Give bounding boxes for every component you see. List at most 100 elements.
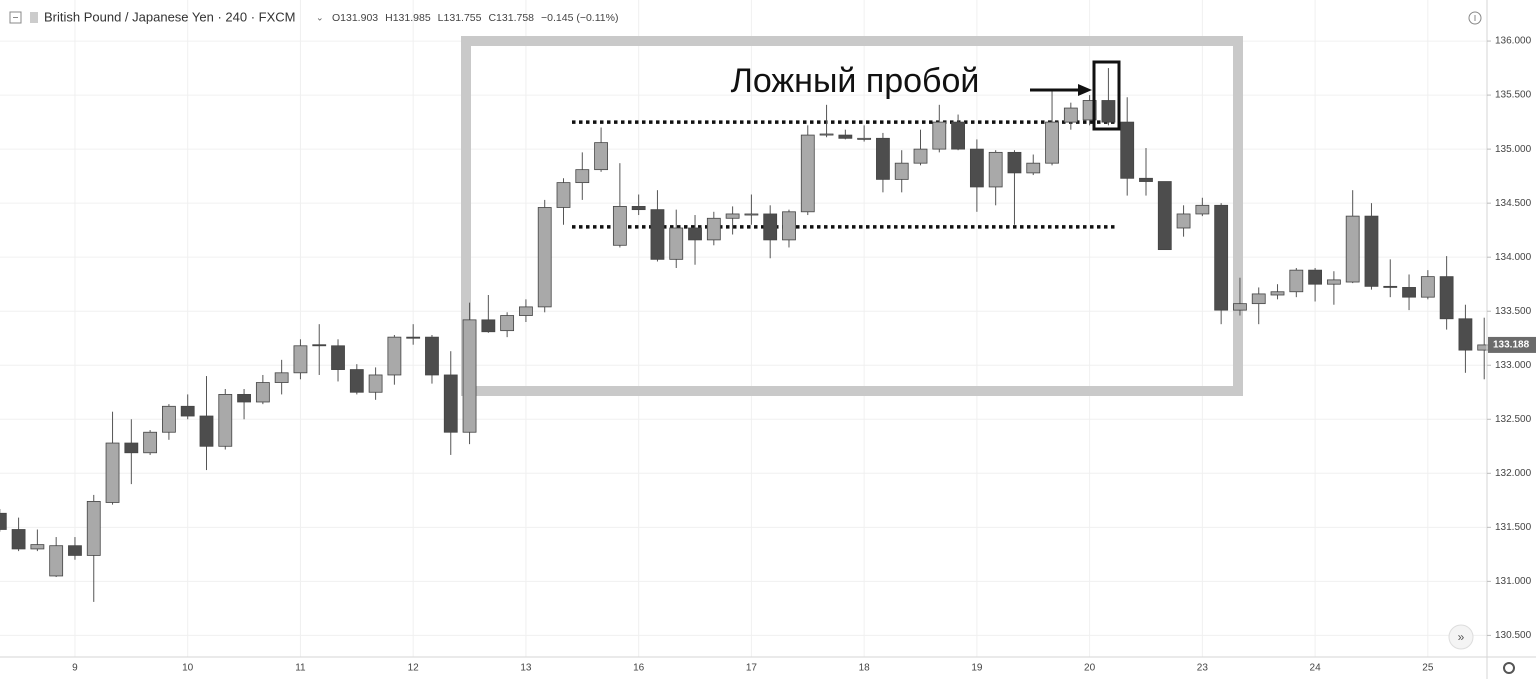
candle-body bbox=[349, 369, 364, 393]
candle-body bbox=[913, 148, 928, 164]
y-tick-label: 135.500 bbox=[1495, 90, 1532, 101]
candle-body bbox=[556, 182, 571, 208]
candle-body bbox=[1251, 293, 1266, 305]
candle-body bbox=[180, 405, 195, 417]
candle-body bbox=[725, 213, 740, 219]
dropdown-caret[interactable]: ⌄ bbox=[316, 12, 324, 22]
candle-body bbox=[1176, 213, 1191, 229]
candle-body bbox=[274, 372, 289, 383]
last-price-box bbox=[1488, 336, 1536, 353]
candle-body bbox=[49, 545, 64, 577]
candle-body bbox=[368, 374, 383, 393]
candle-body bbox=[1101, 100, 1116, 123]
candle-body bbox=[575, 169, 590, 184]
settings-button[interactable] bbox=[1503, 662, 1515, 674]
candle-body bbox=[425, 336, 439, 376]
x-tick-label: 25 bbox=[1422, 663, 1434, 674]
candle-body bbox=[237, 394, 251, 403]
candle-body bbox=[932, 121, 947, 150]
scroll-button[interactable] bbox=[1448, 624, 1474, 650]
candle-body bbox=[1214, 204, 1229, 311]
candle-body bbox=[1383, 285, 1398, 288]
candle-body bbox=[68, 545, 82, 556]
candle-body bbox=[1326, 279, 1341, 285]
x-tick-label: 11 bbox=[295, 663, 306, 674]
y-tick-label: 130.500 bbox=[1495, 630, 1532, 641]
candle-body bbox=[819, 133, 834, 136]
arrow-head bbox=[1078, 84, 1092, 96]
y-tick-label: 132.500 bbox=[1495, 414, 1532, 425]
candle-body bbox=[1308, 269, 1322, 285]
candle-body bbox=[255, 382, 270, 403]
candle-body bbox=[199, 415, 214, 447]
candle-body bbox=[1420, 276, 1435, 298]
candle-body bbox=[1063, 107, 1078, 123]
x-tick-label: 10 bbox=[182, 663, 194, 674]
x-tick-label: 20 bbox=[1084, 663, 1096, 674]
axes: 130.500 131.000 131.500 132.000 132.500 133.0… bbox=[72, 36, 1536, 674]
candle-body bbox=[857, 137, 872, 140]
annotation: Ложный пробой bbox=[731, 62, 980, 100]
chart-title[interactable]: British Pound / Japanese Yen · 240 · FXC… bbox=[44, 9, 295, 24]
x-tick-label: 9 bbox=[72, 663, 78, 674]
candle-body bbox=[1045, 121, 1059, 164]
grid bbox=[0, 0, 1487, 657]
y-tick-label: 136.000 bbox=[1495, 36, 1532, 47]
header-value: H131.985 bbox=[385, 12, 431, 24]
x-tick-label: 16 bbox=[633, 663, 645, 674]
candle-body bbox=[744, 213, 759, 216]
candle-body bbox=[124, 442, 139, 454]
candle-body bbox=[876, 137, 890, 180]
y-tick-label: 133.000 bbox=[1495, 360, 1532, 371]
y-tick-label: 135.000 bbox=[1495, 144, 1532, 155]
candle-body bbox=[1402, 287, 1416, 298]
candle-body bbox=[951, 121, 965, 150]
x-tick-label: 18 bbox=[859, 663, 871, 674]
candle-body bbox=[462, 319, 477, 433]
candle-body bbox=[519, 306, 533, 316]
candle-body bbox=[1139, 177, 1153, 182]
y-tick-label: 132.000 bbox=[1495, 468, 1532, 479]
candles bbox=[0, 68, 1492, 602]
x-tick-label: 13 bbox=[520, 663, 532, 674]
candle-body bbox=[800, 134, 815, 213]
candle-body bbox=[1345, 215, 1360, 283]
y-tick-label: 131.500 bbox=[1495, 522, 1532, 533]
candle-body bbox=[11, 529, 26, 550]
header-value: C131.758 bbox=[488, 12, 534, 24]
x-tick-label: 17 bbox=[746, 663, 758, 674]
candle-body bbox=[688, 227, 702, 241]
y-tick-label: 134.500 bbox=[1495, 198, 1532, 209]
candle-body bbox=[443, 374, 458, 433]
header-value: O131.903 bbox=[332, 12, 378, 24]
range-box bbox=[461, 36, 1243, 396]
info-button[interactable] bbox=[1468, 11, 1482, 25]
x-tick-label: 19 bbox=[971, 663, 983, 674]
x-tick-label: 12 bbox=[408, 663, 420, 674]
candle-body bbox=[218, 394, 233, 447]
candle-body bbox=[481, 319, 496, 333]
header-value: −0.145 (−0.11%) bbox=[541, 12, 618, 24]
highlight-box bbox=[1092, 60, 1121, 131]
x-tick-label: 24 bbox=[1310, 663, 1322, 674]
collapse-button[interactable] bbox=[9, 11, 22, 24]
candle-body bbox=[86, 500, 101, 556]
candle-body bbox=[594, 142, 608, 171]
candle-body bbox=[1007, 151, 1022, 174]
candle-body bbox=[162, 405, 176, 433]
last-price-label: 133.188 bbox=[1493, 340, 1530, 351]
candle-body bbox=[650, 209, 665, 260]
y-tick-label: 131.000 bbox=[1495, 576, 1532, 587]
candle-body bbox=[631, 205, 646, 211]
header-values: O131.903 H131.985 L131.755 C131.758 −0.145 (… bbox=[332, 12, 618, 24]
candle-body bbox=[1289, 269, 1304, 293]
candle-body bbox=[1233, 303, 1247, 311]
candle-body bbox=[988, 151, 1003, 188]
y-tick-label: 134.000 bbox=[1495, 252, 1532, 263]
candle-body bbox=[500, 315, 515, 332]
candle-body bbox=[782, 211, 796, 241]
candle-body bbox=[537, 207, 552, 308]
candle-body bbox=[293, 345, 308, 374]
